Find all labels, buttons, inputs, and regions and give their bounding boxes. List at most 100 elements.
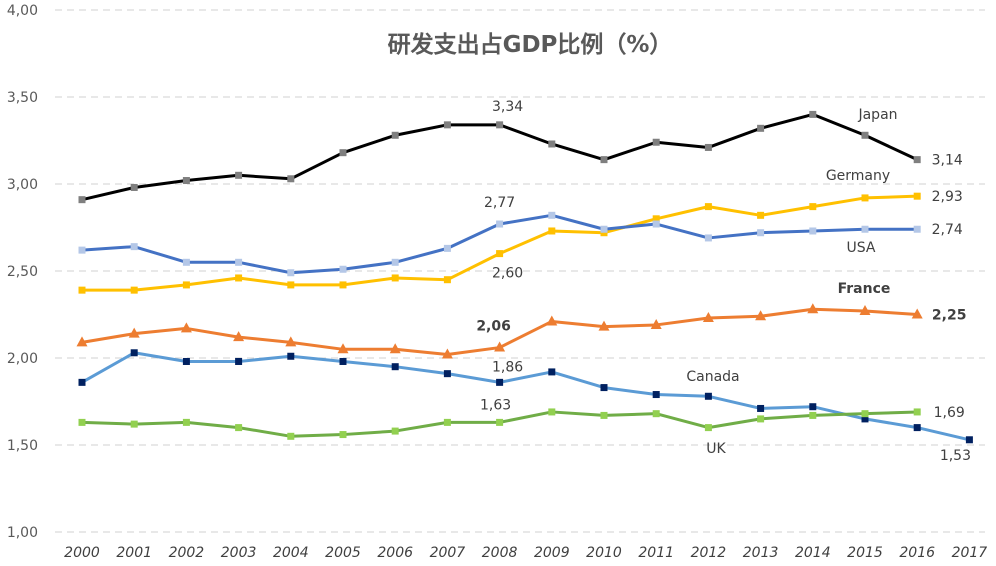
x-tick-label: 2007 [430,545,466,561]
marker-france [546,315,558,326]
x-tick-label: 2013 [743,545,779,561]
marker-canada [861,415,869,423]
marker-canada [339,357,347,365]
marker-usa [861,225,869,233]
x-tick-label: 2000 [64,545,100,561]
y-tick-label: 1,50 [7,438,38,454]
marker-japan [600,156,608,164]
x-tick-label: 2008 [482,545,518,561]
x-tick-label: 2010 [586,545,622,561]
x-tick-label: 2009 [534,545,570,561]
marker-japan [496,121,504,129]
data-label: 2,25 [932,308,967,324]
marker-usa [548,211,556,219]
marker-germany [704,203,712,211]
x-tick-label: 2004 [273,545,309,561]
marker-uk [182,418,190,426]
marker-germany [913,192,921,200]
x-tick-label: 2003 [221,545,257,561]
marker-france [598,320,610,331]
marker-france [494,341,506,352]
marker-germany [757,211,765,219]
marker-japan [287,175,295,183]
marker-canada [757,404,765,412]
series-markers [76,110,973,444]
marker-france [389,343,401,354]
marker-uk [339,431,347,439]
marker-uk [287,432,295,440]
marker-japan [809,110,817,118]
marker-japan [78,196,86,204]
marker-usa [339,265,347,273]
marker-japan [652,138,660,146]
marker-germany [861,194,869,202]
marker-france [128,327,140,338]
y-axis-ticks: 1,00 1,50 2,00 2,50 3,00 3,50 4,00 [7,3,38,541]
marker-canada [130,349,138,357]
marker-uk [78,418,86,426]
marker-japan [548,140,556,148]
data-label: 3,34 [492,99,523,115]
marker-japan [913,156,921,164]
marker-france [441,348,453,359]
series-lines [81,112,970,442]
series-label-germany: Germany [826,168,890,184]
marker-germany [652,215,660,223]
marker-canada [913,424,921,432]
marker-canada [496,378,504,386]
marker-usa [391,258,399,266]
marker-canada [652,391,660,399]
marker-usa [130,243,138,251]
marker-canada [965,436,973,444]
y-tick-label: 2,00 [7,351,38,367]
marker-canada [704,392,712,400]
marker-japan [130,183,138,191]
marker-japan [182,177,190,185]
marker-germany [496,250,504,258]
x-tick-label: 2001 [116,545,152,561]
series-label-japan: Japan [857,107,897,123]
marker-usa [757,229,765,237]
marker-france [180,322,192,333]
marker-uk [391,427,399,435]
marker-canada [443,370,451,378]
marker-canada [235,357,243,365]
marker-canada [78,378,86,386]
marker-uk [913,408,921,416]
marker-japan [235,171,243,179]
marker-usa [443,244,451,252]
marker-germany [78,286,86,294]
data-label: 1,86 [492,359,523,375]
y-tick-label: 1,00 [7,525,38,541]
x-tick-label: 2011 [638,545,674,561]
marker-canada [548,368,556,376]
x-axis-ticks: 2000 2001 2002 2003 2004 2005 2006 2007 2008 2009… [64,545,987,561]
marker-uk [809,411,817,419]
data-label: 2,93 [932,189,963,205]
marker-usa [287,269,295,277]
x-tick-label: 2006 [377,545,413,561]
marker-usa [652,220,660,228]
marker-japan [339,149,347,157]
marker-japan [704,143,712,151]
data-label: 1,69 [934,405,965,421]
marker-uk [496,418,504,426]
marker-usa [496,220,504,228]
marker-canada [287,352,295,360]
marker-france [233,331,245,342]
data-label: 1,63 [480,397,511,413]
marker-japan [391,131,399,139]
marker-france [650,318,662,329]
data-label: 3,14 [932,153,963,169]
marker-france [859,305,871,316]
marker-usa [913,225,921,233]
series-label-canada: Canada [686,369,739,385]
marker-uk [704,424,712,432]
x-tick-label: 2005 [325,545,361,561]
marker-germany [287,281,295,289]
marker-uk [757,415,765,423]
series-line-canada [81,351,970,442]
marker-germany [443,276,451,284]
marker-usa [182,258,190,266]
